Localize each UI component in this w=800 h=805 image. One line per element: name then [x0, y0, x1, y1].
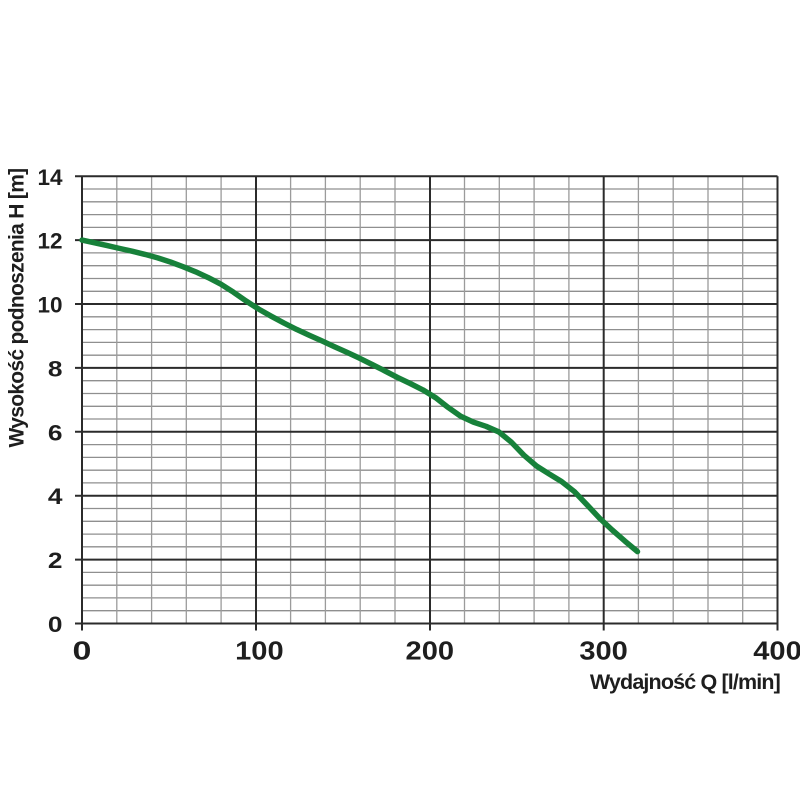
svg-text:0: 0	[48, 612, 63, 637]
svg-text:100: 100	[235, 636, 284, 666]
svg-text:14: 14	[37, 165, 63, 190]
svg-text:Wydajność Q [l/min]: Wydajność Q [l/min]	[590, 670, 780, 694]
svg-text:4: 4	[48, 484, 63, 509]
svg-text:12: 12	[37, 229, 62, 254]
svg-text:200: 200	[406, 636, 455, 666]
svg-text:0: 0	[73, 636, 92, 666]
svg-text:8: 8	[48, 356, 63, 381]
svg-text:2: 2	[48, 548, 63, 573]
svg-text:10: 10	[37, 293, 62, 318]
svg-text:400: 400	[753, 636, 800, 666]
svg-text:300: 300	[579, 636, 628, 666]
svg-text:6: 6	[48, 420, 63, 445]
svg-text:Wysokość podnoszenia H [m]: Wysokość podnoszenia H [m]	[6, 169, 29, 448]
